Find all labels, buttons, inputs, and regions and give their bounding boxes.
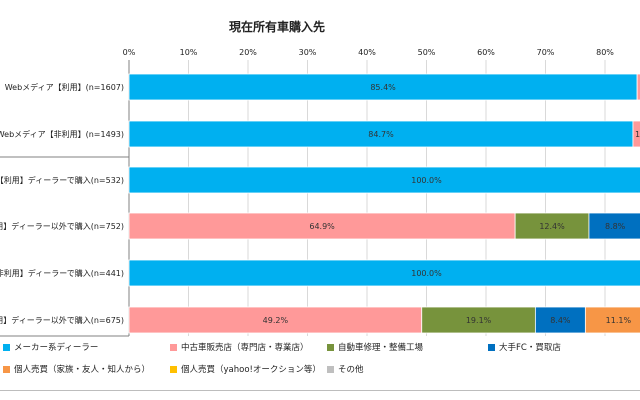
legend-item: 個人売買（家族・友人・知人から） xyxy=(3,363,150,375)
legend-label: 自動車修理・整備工場 xyxy=(338,343,424,353)
legend-swatch xyxy=(170,365,177,373)
legend-label: メーカー系ディーラー xyxy=(14,343,99,353)
legend-label: 大手FC・買取店 xyxy=(499,343,561,353)
category-label: 用】ディーラー以外で購入(n=675) xyxy=(0,315,124,325)
category-label: 用】ディーラー以外で購入(n=752) xyxy=(0,221,124,231)
bar-segment xyxy=(636,73,640,101)
data-label: 1.9% xyxy=(635,130,640,139)
legend-label: 個人売買（yahoo!オークション等） xyxy=(181,365,321,375)
bar-segment xyxy=(584,306,640,334)
data-label: 49.2% xyxy=(263,316,289,325)
category-label: Webメディア【利用】(n=1607) xyxy=(5,82,124,92)
legend-swatch xyxy=(3,343,10,351)
bar-segment xyxy=(128,212,516,240)
chart-title: 現在所有車購入先 xyxy=(229,19,325,34)
bar-segment xyxy=(534,306,586,334)
data-label: 12.4% xyxy=(539,222,565,231)
bar-segment xyxy=(421,306,536,334)
data-label: 19.1% xyxy=(466,316,492,325)
bar-segment xyxy=(128,120,634,148)
data-label: 100.0% xyxy=(411,176,442,185)
x-tick-label: 10% xyxy=(180,48,198,57)
legend-item: その他 xyxy=(327,363,364,375)
x-tick-label: 40% xyxy=(358,48,376,57)
legend-label: その他 xyxy=(338,365,364,375)
data-label: 100.0% xyxy=(411,269,442,278)
bar-segment xyxy=(128,306,423,334)
bar-segment xyxy=(128,166,640,194)
bar-segment xyxy=(128,73,638,101)
legend-item: 中古車販売店（専門店・専業店） xyxy=(170,341,309,353)
legend-item: 自動車修理・整備工場 xyxy=(327,341,423,353)
stacked-bar-chart: 現在所有車購入先 0% 10% 20% 30% 40% 50% 60% 70% 80% Webメディ… xyxy=(0,19,640,337)
x-tick-label: 20% xyxy=(239,48,257,57)
legend-item: 個人売買（yahoo!オークション等） xyxy=(170,363,321,375)
category-label: 非利用】ディーラーで購入(n=441) xyxy=(0,268,124,278)
data-label: 8.8% xyxy=(605,222,626,231)
legend-item: 大手FC・買取店 xyxy=(488,341,561,353)
bar-segment xyxy=(514,212,590,240)
x-tick-label: 50% xyxy=(418,48,436,57)
chart-area: 現在所有車購入先 0% 10% 20% 30% 40% 50% 60% 70% 80% Webメディ… xyxy=(0,19,640,391)
category-label: Webメディア【非利用】(n=1493) xyxy=(0,129,124,139)
data-label: 85.4% xyxy=(370,83,396,92)
legend-swatch xyxy=(327,365,334,373)
chart-legend: メーカー系ディーラー 中古車販売店（専門店・専業店） 自動車修理・整備工場 大手FC・… xyxy=(0,338,640,384)
legend-swatch xyxy=(170,343,177,351)
data-label: 11.1% xyxy=(606,316,632,325)
legend-swatch xyxy=(488,343,495,351)
data-label: 8.4% xyxy=(550,316,571,325)
bar-segment xyxy=(632,120,640,148)
legend-label: 個人売買（家族・友人・知人から） xyxy=(14,365,151,375)
x-tick-label: 0% xyxy=(123,48,136,57)
x-tick-label: 70% xyxy=(537,48,555,57)
bar-segment xyxy=(588,212,640,240)
legend-swatch xyxy=(327,343,334,351)
legend-swatch xyxy=(3,365,10,373)
data-label: 64.9% xyxy=(309,222,335,231)
data-label: 84.7% xyxy=(368,130,394,139)
x-tick-label: 30% xyxy=(299,48,317,57)
legend-item: メーカー系ディーラー xyxy=(3,341,98,353)
x-tick-label: 80% xyxy=(596,48,614,57)
category-label: 【利用】ディーラーで購入(n=532) xyxy=(0,175,124,185)
legend-label: 中古車販売店（専門店・専業店） xyxy=(181,343,309,353)
bar-segment xyxy=(128,259,640,287)
x-tick-label: 60% xyxy=(477,48,495,57)
